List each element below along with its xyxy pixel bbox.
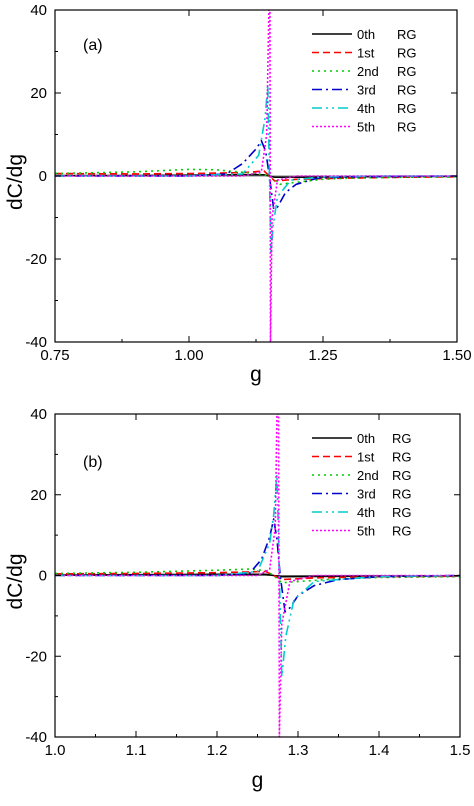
legend-label-3: 3rd (357, 83, 376, 98)
y-tick-label: 20 (30, 487, 47, 504)
legend-label-rg-2: RG (392, 468, 412, 483)
legend-label-rg-4: RG (392, 505, 412, 520)
legend-label-2: 2nd (357, 468, 379, 483)
legend-label-rg-2: RG (397, 64, 417, 79)
legend-label-rg-0: RG (397, 27, 417, 42)
x-tick-label: 1.25 (308, 347, 337, 364)
y-tick-label: 0 (39, 568, 47, 585)
series-line-5 (55, 414, 460, 737)
chart-panel-b: 1.0 1.1 1.2 1.3 1.4 1.5 -40 -20 0 20 40 g dC/dg (b) 0t… (4, 406, 470, 792)
series-line-1 (55, 170, 457, 182)
panel-label: (a) (83, 37, 103, 54)
legend-label-0: 0th (357, 431, 375, 446)
y-tick-label: -40 (25, 729, 47, 746)
series-line-0 (55, 573, 460, 578)
y-tick-label: -20 (25, 251, 47, 268)
legend-label-1: 1st (357, 450, 375, 465)
y-tick-label: -20 (25, 648, 47, 665)
legend-label-rg-1: RG (397, 46, 417, 61)
legend-label-rg-3: RG (397, 83, 417, 98)
legend-label-rg-0: RG (392, 431, 412, 446)
y-tick-label: -40 (25, 334, 47, 351)
legend-label-rg-5: RG (392, 524, 412, 539)
legend-label-2: 2nd (357, 64, 379, 79)
series-line-4 (55, 473, 460, 678)
x-tick-label: 1.5 (450, 742, 471, 759)
legend: 0th RG 1st RG 2nd RG 3rd RG 4th RG 5th RG (312, 431, 412, 539)
legend-label-4: 4th (357, 505, 375, 520)
chart-panel-a: 0.75 1.00 1.25 1.50 -40 -20 0 20 40 g dC/dg (a) 0th R… (4, 2, 472, 386)
x-axis-label: g (252, 769, 264, 792)
legend-label-1: 1st (357, 46, 375, 61)
x-tick-label: 1.00 (174, 347, 203, 364)
plot-area (55, 414, 460, 737)
x-tick-label: 1.4 (369, 742, 390, 759)
x-tick-label: 1.50 (442, 347, 471, 364)
legend-label-3: 3rd (357, 487, 376, 502)
x-tick-label: 1.0 (45, 742, 66, 759)
y-tick-label: 40 (30, 406, 47, 423)
legend-label-rg-4: RG (397, 101, 417, 116)
legend-label-4: 4th (357, 101, 375, 116)
series-line-5 (55, 10, 457, 342)
series-line-3 (55, 518, 460, 613)
y-tick-label: 20 (30, 85, 47, 102)
x-tick-label: 0.75 (40, 347, 69, 364)
x-tick-label: 1.1 (126, 742, 147, 759)
plot-area (55, 10, 457, 342)
legend-label-5: 5th (357, 120, 375, 135)
series-line-4 (55, 83, 457, 256)
y-axis-label: dC/dg (4, 553, 27, 609)
y-tick-label: 40 (30, 2, 47, 19)
legend-label-0: 0th (357, 27, 375, 42)
x-axis-label: g (250, 363, 262, 386)
legend-label-5: 5th (357, 524, 375, 539)
x-tick-label: 1.2 (207, 742, 228, 759)
legend: 0th RG 1st RG 2nd RG 3rd RG 4th RG 5th RG (312, 27, 417, 135)
y-tick-label: 0 (39, 168, 47, 185)
legend-label-rg-1: RG (392, 450, 412, 465)
legend-label-rg-5: RG (397, 120, 417, 135)
x-tick-label: 1.3 (288, 742, 309, 759)
legend-label-rg-3: RG (392, 487, 412, 502)
panel-label: (b) (83, 454, 103, 471)
y-axis-label: dC/dg (4, 154, 27, 210)
